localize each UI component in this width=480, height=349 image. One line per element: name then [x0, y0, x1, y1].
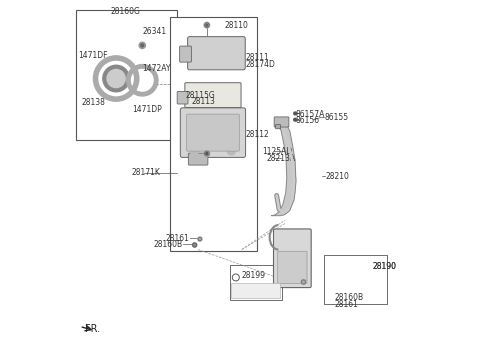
FancyBboxPatch shape	[180, 46, 192, 62]
FancyBboxPatch shape	[274, 117, 289, 127]
FancyBboxPatch shape	[188, 37, 245, 70]
Text: 28112: 28112	[245, 130, 269, 139]
Circle shape	[198, 237, 202, 241]
Text: 28174D: 28174D	[245, 60, 275, 69]
Circle shape	[232, 274, 240, 281]
Text: 28138: 28138	[81, 98, 105, 107]
FancyBboxPatch shape	[188, 153, 208, 165]
Text: 86157A: 86157A	[296, 110, 325, 119]
Circle shape	[204, 151, 210, 156]
Circle shape	[107, 69, 125, 88]
FancyBboxPatch shape	[276, 125, 280, 129]
Polygon shape	[271, 120, 296, 216]
Ellipse shape	[228, 149, 235, 155]
FancyBboxPatch shape	[274, 229, 311, 288]
Text: 1472AY: 1472AY	[142, 64, 171, 73]
Circle shape	[192, 243, 197, 247]
Text: 86156: 86156	[296, 116, 320, 125]
Bar	[76, 10, 177, 140]
Bar	[170, 17, 257, 251]
Bar	[229, 265, 282, 300]
Text: 1471DP: 1471DP	[132, 105, 162, 114]
Text: 28115G: 28115G	[186, 91, 216, 101]
Circle shape	[141, 44, 144, 47]
FancyBboxPatch shape	[185, 83, 241, 107]
Text: 86155: 86155	[325, 113, 349, 122]
Text: FR.: FR.	[84, 324, 100, 334]
Text: 28190: 28190	[372, 262, 396, 272]
Text: 1471DF: 1471DF	[78, 51, 107, 60]
Text: HYUNDAI: HYUNDAI	[243, 288, 268, 293]
Text: 28190: 28190	[372, 262, 396, 272]
Ellipse shape	[191, 149, 198, 155]
Text: 28160B: 28160B	[153, 240, 182, 250]
Text: 28110: 28110	[224, 21, 248, 30]
Text: 28111: 28111	[245, 53, 269, 62]
FancyBboxPatch shape	[177, 91, 188, 104]
FancyBboxPatch shape	[180, 108, 246, 157]
Text: 28160B: 28160B	[334, 293, 363, 302]
Circle shape	[294, 112, 297, 115]
FancyBboxPatch shape	[278, 251, 307, 283]
Bar	[324, 255, 386, 304]
Bar	[231, 283, 280, 298]
Text: 28160G: 28160G	[111, 7, 141, 16]
Text: 28213A: 28213A	[266, 154, 295, 163]
Circle shape	[204, 22, 210, 28]
Text: 28199: 28199	[241, 270, 265, 280]
Text: 1125AD: 1125AD	[263, 147, 293, 156]
Circle shape	[294, 118, 297, 121]
Circle shape	[206, 24, 208, 26]
Text: 26341: 26341	[142, 27, 167, 36]
Circle shape	[301, 280, 306, 284]
Text: a: a	[234, 274, 238, 281]
Text: 28210: 28210	[325, 172, 349, 181]
Text: 28161: 28161	[334, 300, 358, 309]
Circle shape	[103, 65, 130, 92]
Circle shape	[139, 42, 145, 49]
Text: 28171K: 28171K	[132, 168, 161, 177]
Text: 28161: 28161	[166, 234, 190, 243]
Circle shape	[206, 153, 208, 155]
FancyBboxPatch shape	[187, 114, 240, 151]
Text: 28113: 28113	[192, 97, 216, 106]
